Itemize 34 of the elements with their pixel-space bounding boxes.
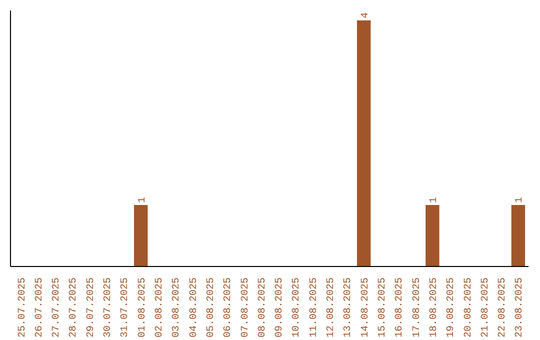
x-tick-label: 17.08.2025 [412, 277, 423, 338]
x-tick-label: 26.07.2025 [34, 277, 46, 338]
x-tick-label: 15.08.2025 [377, 277, 388, 338]
x-tick-label: 14.08.2025 [360, 277, 372, 338]
x-tick-label: 11.08.2025 [308, 277, 320, 338]
x-tick-label: 19.08.2025 [446, 277, 458, 338]
x-tick-label: 20.08.2025 [463, 277, 474, 338]
x-tick-label: 10.08.2025 [292, 277, 303, 338]
x-tick-label: 16.08.2025 [394, 277, 406, 338]
x-tick-label: 06.08.2025 [223, 277, 234, 338]
x-tick-label: 04.08.2025 [188, 277, 200, 338]
x-tick-label: 25.07.2025 [17, 277, 28, 338]
x-tick-label: 12.08.2025 [326, 277, 338, 338]
x-tick-label: 23.08.2025 [514, 277, 526, 338]
x-tick-label: 29.07.2025 [86, 277, 97, 338]
data-label: 4 [360, 12, 372, 18]
data-label: 1 [428, 196, 440, 203]
x-tick-label: 08.08.2025 [257, 277, 268, 338]
x-tick-label: 18.08.2025 [428, 277, 440, 338]
x-tick-label: 28.07.2025 [68, 277, 80, 338]
data-label: 1 [514, 196, 526, 203]
data-label: 1 [137, 196, 148, 203]
x-tick-label: 01.08.2025 [137, 277, 148, 338]
x-tick-label: 02.08.2025 [154, 277, 166, 338]
x-tick-label: 21.08.2025 [480, 277, 492, 338]
x-tick-label: 05.08.2025 [206, 277, 217, 338]
x-tick-label: 09.08.2025 [274, 277, 286, 338]
x-tick-label: 27.07.2025 [52, 277, 63, 338]
x-tick-label: 22.08.2025 [498, 277, 509, 338]
x-tick-label: 31.07.2025 [120, 277, 132, 338]
x-tick-label: 07.08.2025 [240, 277, 252, 338]
x-tick-label: 30.07.2025 [103, 277, 114, 338]
x-tick-label: 03.08.2025 [172, 277, 183, 338]
x-tick-label: 13.08.2025 [343, 277, 354, 338]
